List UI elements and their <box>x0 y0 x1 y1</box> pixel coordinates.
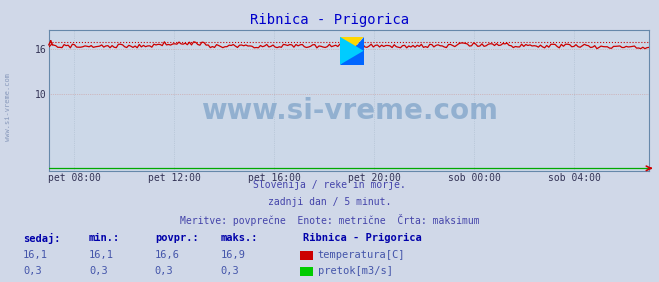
Text: 0,3: 0,3 <box>221 266 239 276</box>
Text: maks.:: maks.: <box>221 233 258 243</box>
Text: 16,1: 16,1 <box>23 250 48 260</box>
Text: sedaj:: sedaj: <box>23 233 61 244</box>
Text: 16,1: 16,1 <box>89 250 114 260</box>
Text: Slovenija / reke in morje.: Slovenija / reke in morje. <box>253 180 406 190</box>
Text: 0,3: 0,3 <box>89 266 107 276</box>
Text: min.:: min.: <box>89 233 120 243</box>
Text: Meritve: povprečne  Enote: metrične  Črta: maksimum: Meritve: povprečne Enote: metrične Črta:… <box>180 214 479 226</box>
Text: zadnji dan / 5 minut.: zadnji dan / 5 minut. <box>268 197 391 207</box>
Text: 0,3: 0,3 <box>23 266 42 276</box>
Text: Ribnica - Prigorica: Ribnica - Prigorica <box>303 233 422 243</box>
Text: 16,9: 16,9 <box>221 250 246 260</box>
Text: www.si-vreme.com: www.si-vreme.com <box>5 73 11 141</box>
Text: povpr.:: povpr.: <box>155 233 198 243</box>
Text: 0,3: 0,3 <box>155 266 173 276</box>
Text: temperatura[C]: temperatura[C] <box>318 250 405 260</box>
Text: 16,6: 16,6 <box>155 250 180 260</box>
Text: www.si-vreme.com: www.si-vreme.com <box>201 97 498 125</box>
Text: pretok[m3/s]: pretok[m3/s] <box>318 266 393 276</box>
Text: Ribnica - Prigorica: Ribnica - Prigorica <box>250 13 409 27</box>
